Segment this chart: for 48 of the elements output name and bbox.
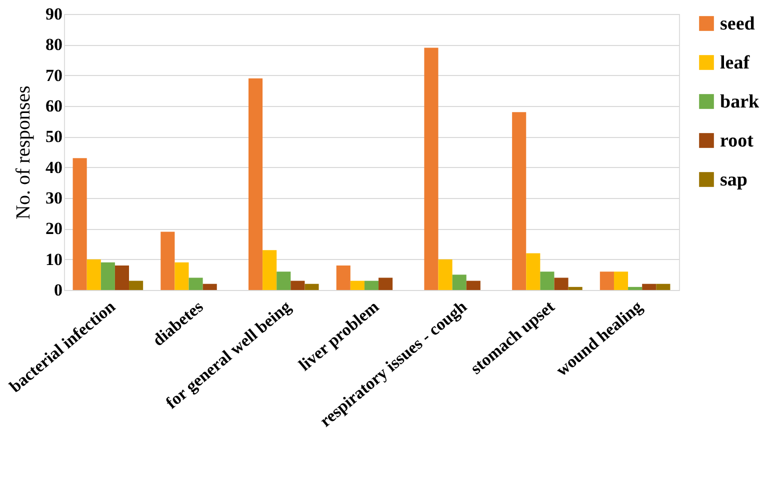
bar: [600, 272, 614, 290]
bar: [188, 278, 203, 290]
y-tick-label: 60: [46, 96, 62, 116]
bar: [160, 232, 175, 290]
bar: [628, 286, 642, 290]
bar: [202, 284, 217, 290]
bar: [438, 259, 452, 290]
bar: [276, 272, 291, 290]
bar: [512, 112, 526, 290]
bar: [378, 278, 393, 290]
bar: [174, 262, 189, 290]
y-tick-label: 20: [46, 219, 62, 238]
y-tick-label: 80: [46, 35, 62, 54]
y-tick-label: 50: [46, 127, 62, 146]
legend-label: sap: [720, 170, 748, 190]
bar: [248, 78, 263, 290]
y-tick-label: 30: [46, 188, 62, 208]
y-tick-label: 90: [46, 4, 62, 24]
bar: [304, 284, 319, 290]
y-tick-label: 40: [46, 158, 62, 177]
legend-label: leaf: [720, 52, 750, 74]
legend-label: seed: [720, 14, 756, 34]
bar: [72, 158, 87, 290]
bar: [364, 280, 379, 290]
y-tick-label: 70: [46, 66, 62, 85]
bar: [568, 286, 582, 290]
bar: [350, 280, 364, 290]
y-axis-title: No. of responses: [12, 85, 34, 220]
bar: [642, 284, 656, 290]
bar: [86, 259, 101, 290]
bar: [466, 280, 480, 290]
y-tick-label: 0: [54, 280, 62, 300]
bar: [614, 272, 628, 290]
bar: [336, 265, 350, 290]
bar: [100, 262, 115, 290]
bar: [656, 284, 670, 290]
bar: [554, 278, 568, 290]
bar: [424, 48, 438, 290]
bar: [540, 272, 554, 290]
bar: [262, 250, 277, 290]
bar: [452, 274, 466, 290]
bar: [129, 280, 144, 290]
legend-label: root: [720, 130, 754, 152]
legend-label: bark: [720, 92, 760, 112]
bar: [290, 280, 305, 290]
y-tick-label: 10: [46, 250, 62, 269]
bar: [526, 253, 540, 290]
bar: [114, 265, 130, 290]
